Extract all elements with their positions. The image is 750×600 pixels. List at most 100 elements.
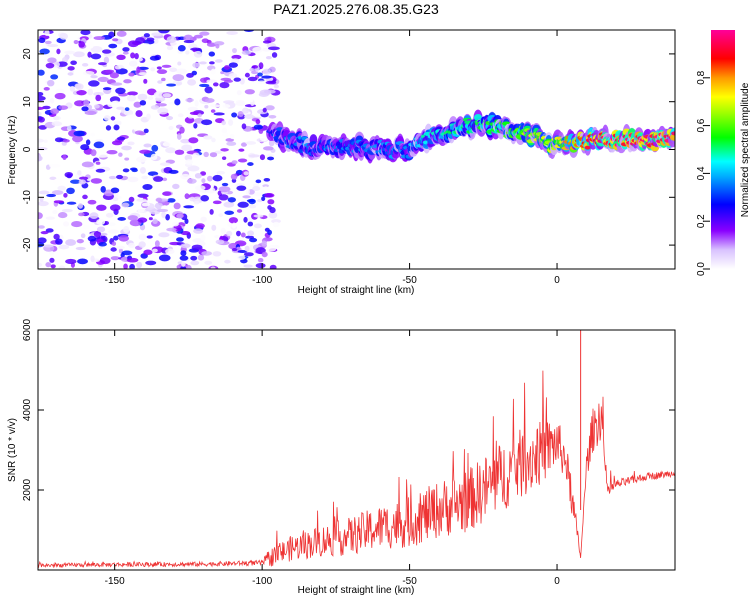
- colorbar-tick-label: 0.2: [696, 214, 707, 228]
- heatmap-noise-cell: [123, 109, 134, 116]
- heatmap-noise-cell: [66, 201, 77, 205]
- heatmap-noise-cell: [109, 204, 121, 212]
- colorbar-tick-label: 0.8: [696, 70, 707, 84]
- heatmap-signal-cell: [669, 133, 675, 141]
- heatmap-noise-cell: [254, 201, 259, 207]
- heatmap-noise-cell: [137, 193, 149, 198]
- heatmap-noise-cell: [127, 176, 139, 183]
- heatmap-noise-cell: [143, 249, 153, 255]
- heatmap-noise-cell: [221, 182, 229, 187]
- heatmap-noise-cell: [128, 72, 135, 77]
- heatmap-noise-cell: [58, 105, 69, 110]
- heatmap-noise-cell: [64, 50, 76, 55]
- heatmap-noise-cell: [84, 110, 97, 116]
- heatmap-noise-cell: [192, 152, 200, 158]
- heatmap-noise-cell: [166, 83, 177, 87]
- heatmap-noise-cell: [252, 185, 261, 192]
- heatmap-noise-cell: [237, 249, 248, 253]
- heatmap-noise-cell: [112, 100, 120, 107]
- heatmap-noise-cell: [49, 250, 55, 256]
- heatmap-noise-cell: [143, 78, 148, 84]
- heatmap-noise-cell: [180, 250, 187, 257]
- heatmap-noise-cell: [76, 90, 87, 96]
- heatmap-noise-cell: [165, 248, 175, 255]
- heatmap-noise-cell: [96, 204, 107, 211]
- heatmap-noise-cell: [48, 163, 61, 168]
- heatmap-noise-cell: [228, 217, 239, 224]
- heatmap-noise-cell: [110, 116, 116, 121]
- heatmap-noise-cell: [38, 106, 45, 110]
- heatmap-noise-cell: [123, 263, 128, 269]
- heatmap-noise-cell: [95, 94, 102, 102]
- heatmap-noise-cell: [231, 58, 240, 64]
- heatmap-noise-cell: [146, 37, 155, 42]
- heatmap-noise-cell: [166, 36, 177, 44]
- heatmap-noise-cell: [232, 47, 237, 54]
- heatmap-noise-cell: [180, 243, 191, 249]
- heatmap-noise-cell: [263, 89, 276, 94]
- heatmap-noise-cell: [90, 62, 95, 69]
- heatmap-noise-cell: [153, 91, 165, 99]
- heatmap-noise-cell: [116, 136, 126, 141]
- heatmap-noise-cell: [43, 87, 50, 91]
- heatmap-noise-cell: [213, 112, 225, 116]
- heatmap-noise-cell: [156, 69, 168, 75]
- heatmap-noise-cell: [226, 230, 233, 237]
- heatmap-noise-cell: [220, 148, 229, 152]
- heatmap-noise-cell: [148, 191, 155, 199]
- heatmap-noise-cell: [253, 191, 265, 197]
- heatmap-noise-cell: [187, 165, 200, 172]
- heatmap-noise-cell: [93, 36, 106, 41]
- heatmap-noise-cell: [38, 116, 45, 123]
- heatmap-noise-cell: [40, 230, 49, 235]
- heatmap-noise-cell: [203, 151, 209, 158]
- heatmap-noise-cell: [66, 125, 72, 132]
- heatmap-noise-cell: [80, 144, 90, 151]
- heatmap-noise-cell: [76, 238, 84, 244]
- heatmap-noise-cell: [201, 251, 213, 256]
- heatmap-noise-cell: [181, 261, 186, 267]
- heatmap-noise-cell: [70, 60, 77, 66]
- heatmap-noise-cell: [267, 156, 275, 161]
- heatmap-noise-cell: [223, 79, 234, 83]
- heatmap-noise-cell: [271, 219, 281, 224]
- heatmap-noise-cell: [252, 46, 263, 54]
- heatmap-noise-cell: [122, 47, 130, 52]
- heatmap-noise-cell: [90, 75, 98, 79]
- heatmap-noise-cell: [100, 186, 106, 193]
- heatmap-noise-cell: [161, 77, 166, 82]
- heatmap-noise-cell: [258, 62, 264, 70]
- heatmap-noise-cell: [90, 53, 102, 60]
- heatmap-noise-cell: [216, 170, 226, 175]
- heatmap-noise-cell: [176, 237, 184, 242]
- heatmap-noise-cell: [261, 75, 273, 79]
- snr-plot-area: [38, 330, 675, 569]
- heatmap-noise-cell: [52, 116, 61, 121]
- heatmap-noise-cell: [195, 223, 205, 229]
- heatmap-noise-cell: [236, 209, 243, 213]
- heatmap-noise-cell: [104, 69, 115, 73]
- heatmap-noise-cell: [248, 198, 256, 205]
- heatmap-noise-cell: [57, 212, 68, 219]
- heatmap-noise-cell: [157, 107, 169, 115]
- heatmap-noise-cell: [124, 157, 130, 161]
- heatmap-noise-cell: [74, 83, 82, 89]
- heatmap-noise-cell: [110, 247, 117, 252]
- heatmap-noise-cell: [184, 116, 195, 124]
- heatmap-noise-cell: [148, 59, 157, 65]
- heatmap-noise-cell: [154, 202, 163, 210]
- heatmap-noise-cell: [249, 237, 258, 243]
- heatmap-noise-cell: [44, 30, 50, 37]
- heatmap-noise-cell: [47, 57, 57, 64]
- heatmap-noise-cell: [233, 77, 241, 82]
- heatmap-noise-cell: [244, 114, 255, 119]
- y-tick-label: 0: [22, 146, 33, 152]
- heatmap-noise-cell: [147, 96, 154, 100]
- heatmap-noise-cell: [83, 99, 90, 107]
- heatmap-noise-cell: [165, 214, 170, 221]
- heatmap-noise-cell: [166, 227, 177, 232]
- heatmap-noise-cell: [251, 65, 259, 69]
- heatmap-noise-cell: [127, 141, 135, 146]
- heatmap-noise-cell: [243, 264, 253, 268]
- heatmap-noise-cell: [62, 154, 67, 161]
